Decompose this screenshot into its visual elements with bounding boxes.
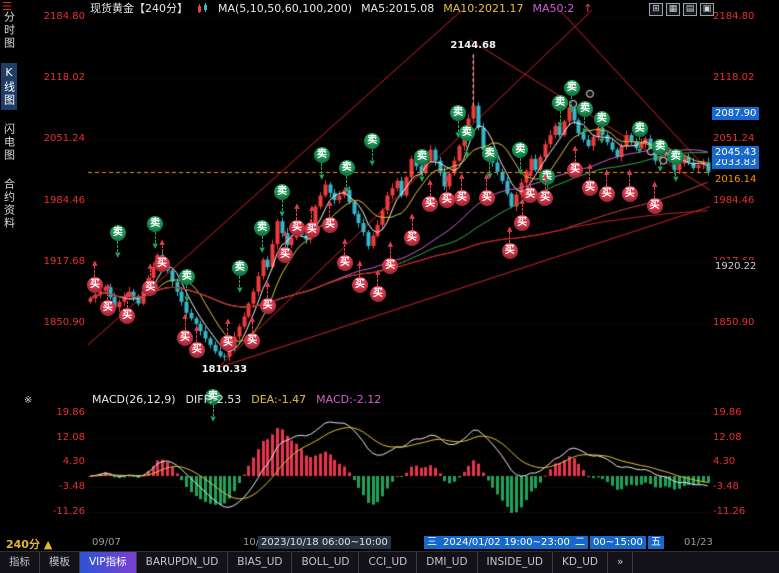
layout-single-icon[interactable]: ▣ [700,3,714,16]
time-tick: 09/07 [92,537,121,548]
ma-params-label: MA(5,10,50,60,100,200) [218,1,353,15]
layout-grid-3x3-icon[interactable]: ▦ [666,3,680,16]
tab-indicator[interactable]: 指标 [0,552,40,573]
tab-flash-chart[interactable]: 闪电图 [2,123,16,162]
layout-rows-icon[interactable]: ▤ [683,3,697,16]
layout-grid-2x2-icon[interactable]: ⊞ [649,3,663,16]
symbol-title: 现货黄金【240分】 [90,2,188,15]
time-tick: 10/11 [243,536,272,549]
candlestick-icon [197,2,209,14]
tab-barupdn-ud[interactable]: BARUPDN_UD [137,552,229,573]
crosshair-date-tag: 三 [424,536,440,549]
tab-cci-ud[interactable]: CCI_UD [359,552,418,573]
ma5-value: MA5:2015.08 [361,1,435,15]
window-layout-icons: ⊞ ▦ ▤ ▣ [649,3,714,16]
menu-icon[interactable]: ☰ [2,0,12,13]
chart-header: 现货黄金【240分】 MA(5,10,50,60,100,200) MA5:20… [90,1,593,16]
ma10-value: MA10:2021.17 [443,1,524,15]
tab-boll-ud[interactable]: BOLL_UD [292,552,360,573]
tab-kline-chart[interactable]: K线图 [0,63,17,110]
crosshair-date-tag: 2024/01/02 19:00~23:00 [440,536,573,549]
tab-dmi-ud[interactable]: DMI_UD [417,552,478,573]
tab-time-share-chart[interactable]: 分时图 [2,11,16,50]
tab-kd-ud[interactable]: KD_UD [553,552,608,573]
bottom-toolbar: 指标 模板 VIP指标 BARUPDN_UD BIAS_UD BOLL_UD CCI_UD D… [0,551,779,573]
period-selector[interactable]: 240分 ▲ [6,536,52,552]
time-tick: 01/23 [684,537,713,548]
toolbar-more-button[interactable]: » [608,552,634,573]
up-arrow-icon: ↑ [583,1,593,15]
tab-template[interactable]: 模板 [40,552,80,573]
tab-inside-ud[interactable]: INSIDE_UD [478,552,553,573]
sidebar: 分时图 K线图闪电图合约资料 [0,8,17,233]
macd-dea-value: DEA:-1.47 [251,393,307,406]
crosshair-date-tag: 00~15:00 [590,536,646,549]
macd-diff-value: DIFF:-2.53 [185,393,242,406]
macd-params-label: MACD(26,12,9) [92,393,176,406]
ma50-value: MA50:2 [532,1,575,15]
crosshair-date-tag: 五 [648,536,664,549]
tab-contract-info[interactable]: 合约资料 [2,178,16,230]
time-axis: 09/07 10/112023/10/18 06:00~10:00 三2024/01… [0,535,779,550]
period-arrow-icon: ▲ [43,538,53,551]
period-label: 240分 [6,538,40,551]
macd-header: MACD(26,12,9) DIFF:-2.53 DEA:-1.47 MACD:… [92,393,381,406]
crosshair-date-tag: 2023/10/18 06:00~10:00 [258,536,391,549]
tab-vip-indicator[interactable]: VIP指标 [80,552,137,573]
crosshair-date-tag: 二 [572,536,588,549]
macd-macd-value: MACD:-2.12 [316,393,382,406]
panel-marker-icon[interactable]: ※ [24,395,33,406]
tab-bias-ud[interactable]: BIAS_UD [228,552,293,573]
